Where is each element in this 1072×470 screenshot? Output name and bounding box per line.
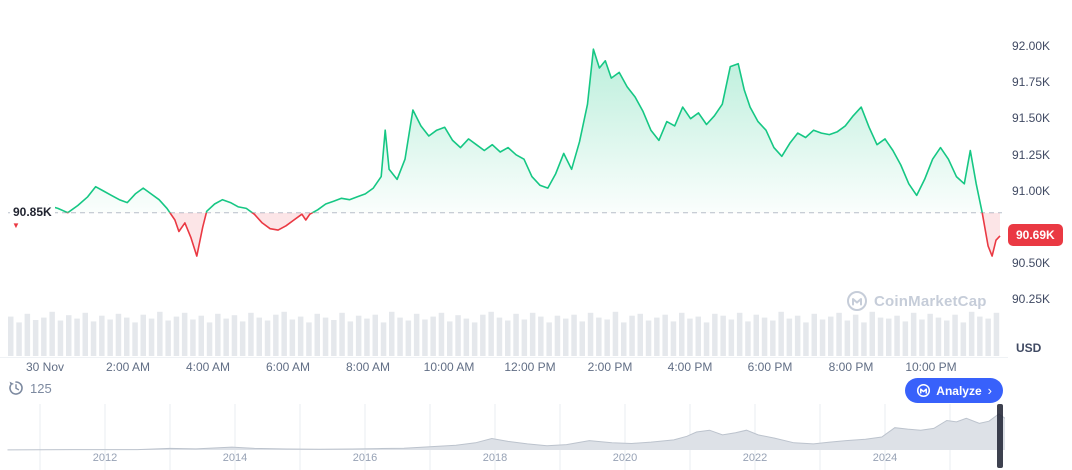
chevron-right-icon: › (987, 383, 992, 398)
currency-unit-label: USD (1016, 341, 1042, 355)
price-tick: 91.75K (1012, 75, 1051, 89)
price-tick: 91.00K (1012, 184, 1051, 198)
time-tick: 8:00 PM (828, 360, 874, 374)
history-count-value: 125 (30, 380, 52, 396)
analyze-button-label: Analyze (936, 383, 982, 398)
watermark-text: CoinMarketCap (874, 292, 987, 310)
time-tick: 6:00 PM (747, 360, 793, 374)
time-tick: 2:00 PM (587, 360, 633, 374)
year-tick: 2022 (742, 452, 768, 464)
time-tick: 30 Nov (25, 360, 65, 374)
baseline-price-value: 90.85K (10, 205, 55, 220)
history-navigator-chart[interactable] (0, 404, 1005, 470)
current-price-badge: 90.69K (1008, 224, 1063, 246)
price-tick: 90.25K (1012, 292, 1051, 306)
price-tick: 91.25K (1012, 148, 1051, 162)
price-tick: 90.50K (1012, 256, 1051, 270)
analyze-logo-icon (917, 383, 931, 398)
time-tick: 2:00 AM (105, 360, 151, 374)
price-down-arrow-icon: ▼ (12, 221, 20, 230)
time-tick: 10:00 PM (905, 360, 957, 374)
price-chart-svg[interactable] (0, 0, 1008, 358)
year-tick: 2016 (352, 452, 378, 464)
history-counter[interactable]: 125 (8, 380, 52, 396)
time-tick: 8:00 AM (345, 360, 391, 374)
coinmarketcap-logo-icon (847, 291, 867, 311)
year-tick: 2018 (482, 452, 508, 464)
price-tick: 91.50K (1012, 111, 1051, 125)
time-tick: 12:00 PM (504, 360, 556, 374)
coinmarketcap-watermark: CoinMarketCap (846, 290, 987, 312)
time-tick: 4:00 PM (667, 360, 713, 374)
analyze-button[interactable]: Analyze › (905, 378, 1003, 403)
history-clock-icon (9, 381, 23, 395)
time-tick: 10:00 AM (423, 360, 475, 374)
year-tick: 2012 (92, 452, 118, 464)
time-tick: 6:00 AM (265, 360, 311, 374)
baseline-price-label: 90.85K ▼ (10, 205, 55, 230)
time-tick: 4:00 AM (185, 360, 231, 374)
year-tick: 2020 (612, 452, 638, 464)
chart-bottom-divider (0, 357, 1008, 358)
navigator-range-handle[interactable] (997, 404, 1003, 468)
year-tick: 2014 (222, 452, 248, 464)
price-tick: 92.00K (1012, 39, 1051, 53)
year-tick: 2024 (872, 452, 898, 464)
